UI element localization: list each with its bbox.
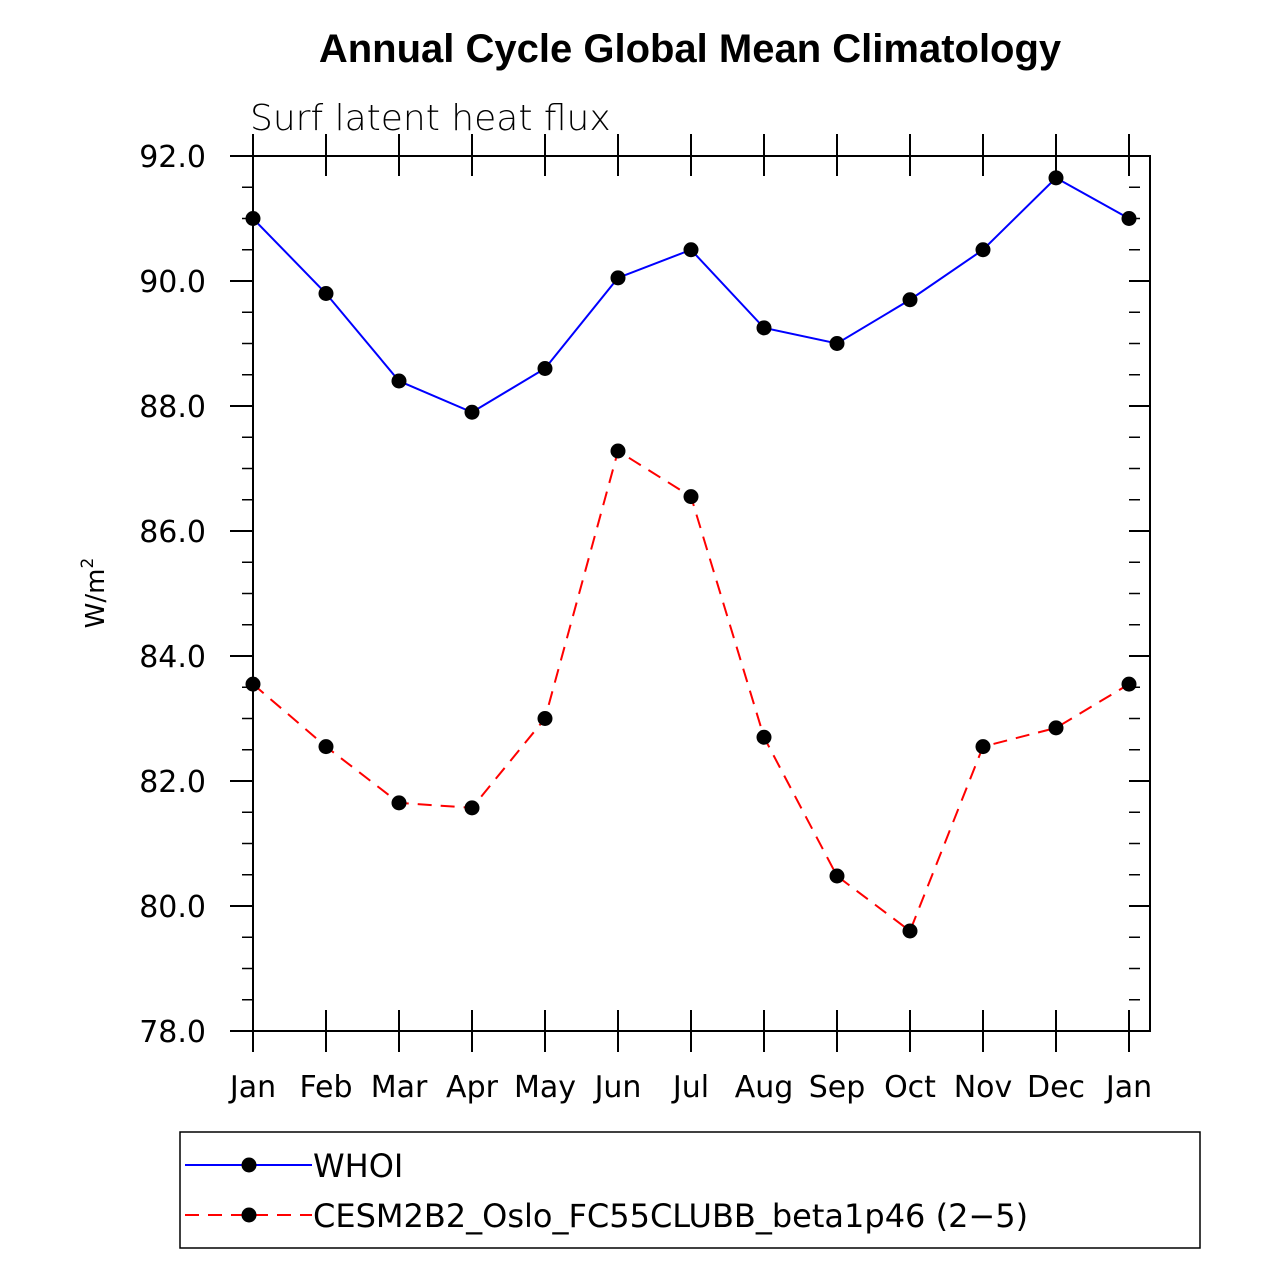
x-tick-label: Jan [1104, 1070, 1152, 1105]
data-point [902, 923, 918, 939]
y-tick-label: 84.0 [139, 640, 206, 675]
data-point [464, 404, 480, 420]
data-point [902, 292, 918, 308]
plot-frame [252, 155, 1151, 1032]
data-point [318, 286, 334, 301]
series-2 [245, 443, 1137, 939]
data-point [391, 795, 407, 811]
data-point [610, 443, 626, 459]
series-line [252, 449, 1130, 933]
data-point [756, 729, 772, 745]
data-point [1121, 676, 1137, 692]
data-point [537, 361, 553, 376]
data-point [683, 489, 699, 505]
x-tick-label: Sep [809, 1070, 866, 1105]
x-tick-label: Jan [228, 1070, 276, 1105]
data-point [318, 739, 334, 755]
axis-tick-labels: 78.0 80.0 82.0 84.0 86.0 88.0 90.0 92.0 Jan Feb Ma… [139, 140, 1152, 1105]
data-point [245, 676, 261, 692]
y-tick-label: 88.0 [139, 390, 206, 425]
x-tick-label: Aug [735, 1070, 794, 1105]
y-axis-label-sup: 2 [78, 558, 98, 569]
chart-title: Annual Cycle Global Mean Climatology [319, 27, 1062, 71]
x-tick-label: Jun [593, 1070, 642, 1105]
x-tick-label: Apr [446, 1070, 499, 1105]
x-tick-label: Nov [954, 1070, 1013, 1105]
series-1 [245, 170, 1137, 420]
data-point [683, 242, 699, 258]
series-line [252, 176, 1130, 414]
legend-marker [241, 1157, 257, 1173]
data-point [975, 739, 991, 755]
legend-label: WHOI [313, 1147, 403, 1185]
y-axis-label-text: W/m [81, 569, 111, 629]
data-point [610, 270, 626, 286]
x-tick-label: Dec [1027, 1070, 1085, 1105]
data-point [245, 211, 261, 226]
data-point [1048, 720, 1064, 736]
axis-ticks [230, 134, 1150, 1052]
series-layer [245, 170, 1137, 939]
legend-marker [241, 1207, 257, 1223]
y-tick-label: 82.0 [139, 765, 206, 800]
data-point [829, 868, 845, 884]
y-tick-label: 78.0 [139, 1015, 206, 1050]
y-axis-label: W/m2 [78, 558, 111, 629]
x-tick-label: Oct [884, 1070, 936, 1105]
y-tick-label: 90.0 [139, 265, 206, 300]
data-point [756, 320, 772, 336]
y-tick-label: 92.0 [139, 140, 206, 175]
data-point [391, 373, 407, 389]
data-point [1121, 211, 1137, 226]
y-tick-label: 86.0 [139, 515, 206, 550]
x-tick-label: Jul [671, 1070, 709, 1105]
chart-subtitle: Surf latent heat flux [250, 98, 611, 139]
data-point [829, 336, 845, 351]
legend: WHOI CESM2B2_Oslo_FC55CLUBB_beta1p46 (2−5… [179, 1131, 1201, 1249]
x-tick-label: Feb [299, 1070, 352, 1105]
x-tick-label: May [514, 1070, 576, 1105]
x-tick-label: Mar [371, 1070, 428, 1105]
data-point [464, 800, 480, 816]
legend-label: CESM2B2_Oslo_FC55CLUBB_beta1p46 (2−5) [313, 1197, 1028, 1235]
data-point [1048, 170, 1064, 186]
legend-box [179, 1131, 1201, 1249]
data-point [975, 242, 991, 258]
data-point [537, 711, 553, 726]
y-tick-label: 80.0 [139, 890, 206, 925]
